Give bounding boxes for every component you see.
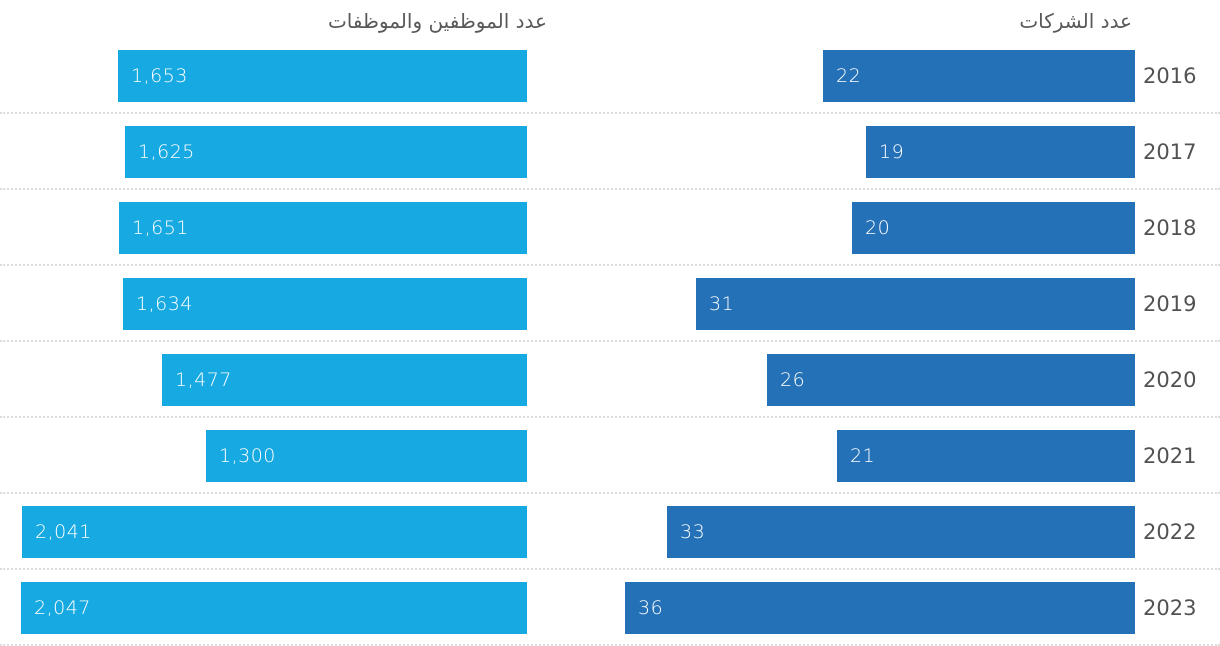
panel-gap — [527, 342, 625, 416]
chart-row-2023: 2,047 36 2023 — [0, 570, 1220, 646]
employees-bar-value-label: 1,653 — [131, 65, 188, 87]
companies-bar-value-label: 26 — [780, 369, 806, 391]
employees-bar: 1,300 — [206, 430, 527, 482]
companies-bar-value-label: 20 — [865, 217, 891, 239]
employees-bar-area: 1,651 — [0, 190, 527, 264]
year-label: 2016 — [1143, 64, 1197, 88]
chart-header-band: عدد الموظفين والموظفات عدد الشركات — [0, 0, 1220, 38]
employees-bar-area: 1,634 — [0, 266, 527, 340]
companies-bar-area: 31 — [625, 266, 1135, 340]
employees-bar-value-label: 1,634 — [136, 293, 193, 315]
employees-bar-value-label: 1,651 — [132, 217, 189, 239]
chart-row-2021: 1,300 21 2021 — [0, 418, 1220, 494]
year-label: 2018 — [1143, 216, 1197, 240]
companies-bar: 21 — [837, 430, 1135, 482]
panel-gap — [527, 114, 625, 188]
chart-row-2020: 1,477 26 2020 — [0, 342, 1220, 418]
employees-bar-area: 1,625 — [0, 114, 527, 188]
companies-bar: 19 — [866, 126, 1135, 178]
chart-row-2019: 1,634 31 2019 — [0, 266, 1220, 342]
companies-bar-value-label: 19 — [879, 141, 905, 163]
chart-row-2018: 1,651 20 2018 — [0, 190, 1220, 266]
employees-bar-value-label: 2,041 — [35, 521, 92, 543]
companies-bar: 31 — [696, 278, 1135, 330]
chart-row-2017: 1,625 19 2017 — [0, 114, 1220, 190]
companies-bar-area: 26 — [625, 342, 1135, 416]
companies-bar: 26 — [767, 354, 1135, 406]
year-label: 2020 — [1143, 368, 1197, 392]
companies-panel-header: عدد الشركات — [1019, 9, 1132, 33]
panel-gap — [527, 190, 625, 264]
companies-bar: 20 — [852, 202, 1135, 254]
employees-bar-value-label: 1,300 — [219, 445, 276, 467]
year-label: 2019 — [1143, 292, 1197, 316]
employees-bar: 2,041 — [22, 506, 527, 558]
employees-bar: 1,653 — [118, 50, 527, 102]
employees-bar-value-label: 2,047 — [34, 597, 91, 619]
companies-bar-area: 21 — [625, 418, 1135, 492]
companies-bar-value-label: 22 — [836, 65, 862, 87]
chart-row-2016: 1,653 22 2016 — [0, 38, 1220, 114]
employees-bar: 2,047 — [21, 582, 527, 634]
employees-bar-area: 1,477 — [0, 342, 527, 416]
employees-bar: 1,625 — [125, 126, 527, 178]
employees-bar-area: 2,047 — [0, 570, 527, 644]
panel-gap — [527, 570, 625, 644]
companies-bar-value-label: 21 — [850, 445, 876, 467]
companies-bar-area: 22 — [625, 38, 1135, 112]
employees-bar: 1,651 — [119, 202, 527, 254]
employees-bar: 1,477 — [162, 354, 527, 406]
employees-bar-value-label: 1,477 — [175, 369, 232, 391]
panel-gap — [527, 418, 625, 492]
panel-gap — [527, 266, 625, 340]
year-label: 2022 — [1143, 520, 1197, 544]
companies-bar: 33 — [667, 506, 1135, 558]
companies-bar: 22 — [823, 50, 1135, 102]
companies-bar-area: 19 — [625, 114, 1135, 188]
companies-bar-value-label: 36 — [638, 597, 664, 619]
employees-bar-area: 2,041 — [0, 494, 527, 568]
year-label: 2021 — [1143, 444, 1197, 468]
employees-bar-value-label: 1,625 — [138, 141, 195, 163]
companies-bar-area: 20 — [625, 190, 1135, 264]
companies-bar-value-label: 31 — [709, 293, 735, 315]
year-label: 2023 — [1143, 596, 1197, 620]
employees-bar: 1,634 — [123, 278, 527, 330]
employees-bar-area: 1,300 — [0, 418, 527, 492]
companies-bar-area: 33 — [625, 494, 1135, 568]
employees-bar-area: 1,653 — [0, 38, 527, 112]
companies-bar-area: 36 — [625, 570, 1135, 644]
employees-panel-header: عدد الموظفين والموظفات — [327, 9, 547, 33]
chart-rows: 1,653 22 2016 1,625 19 2017 1,651 20 2018 1,634 31… — [0, 38, 1220, 646]
companies-bar: 36 — [625, 582, 1135, 634]
panel-gap — [527, 494, 625, 568]
year-label: 2017 — [1143, 140, 1197, 164]
chart-row-2022: 2,041 33 2022 — [0, 494, 1220, 570]
companies-bar-value-label: 33 — [680, 521, 706, 543]
panel-gap — [527, 38, 625, 112]
